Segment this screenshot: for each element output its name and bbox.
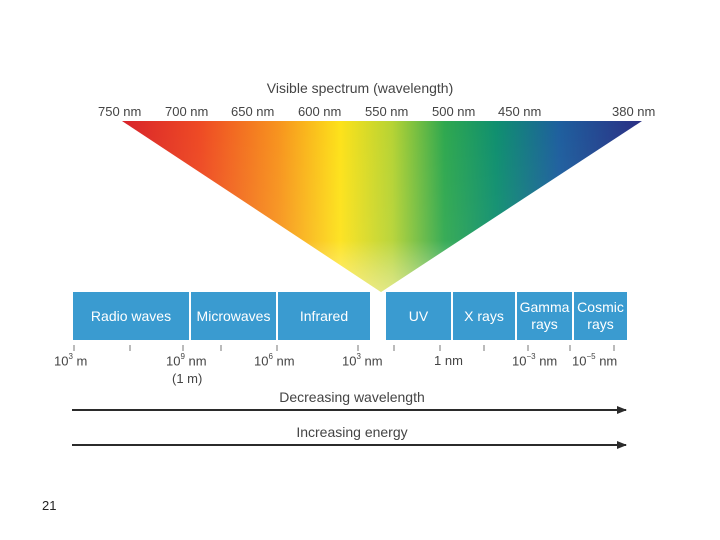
band-x-rays: X rays bbox=[453, 292, 515, 340]
scale-label: 103 m bbox=[54, 352, 88, 369]
wavelength-label: 380 nm bbox=[612, 104, 656, 119]
band-uv: UV bbox=[386, 292, 451, 340]
visible-spectrum-title: Visible spectrum (wavelength) bbox=[266, 80, 454, 96]
wavelength-label: 600 nm bbox=[298, 104, 342, 119]
wavelength-label: 550 nm bbox=[365, 104, 409, 119]
slide-number: 21 bbox=[42, 498, 57, 513]
scale-label: 106 nm bbox=[254, 352, 295, 369]
scale-ticks bbox=[73, 345, 615, 351]
scale-sub-note: (1 m) bbox=[172, 371, 203, 386]
wavelength-label: 750 nm bbox=[98, 104, 142, 119]
band-gamma-rays: Gamma rays bbox=[517, 292, 572, 340]
increasing-energy-label: Increasing energy bbox=[296, 424, 408, 440]
wavelength-label: 650 nm bbox=[231, 104, 275, 119]
scale-label: 103 nm bbox=[342, 352, 383, 369]
visible-spectrum-highlight bbox=[122, 121, 642, 292]
band-microwaves: Microwaves bbox=[191, 292, 276, 340]
wavelength-label: 700 nm bbox=[165, 104, 209, 119]
band-cosmic-rays: Cosmic rays bbox=[574, 292, 627, 340]
wavelength-label: 500 nm bbox=[432, 104, 476, 119]
scale-label: 10−3 nm bbox=[512, 352, 558, 369]
scale-label: 10−5 nm bbox=[572, 352, 618, 369]
band-radio-waves: Radio waves bbox=[73, 292, 189, 340]
band-infrared: Infrared bbox=[278, 292, 370, 340]
visible-gap bbox=[371, 292, 385, 340]
scale-label: 1 nm bbox=[434, 353, 463, 368]
decreasing-wavelength-label: Decreasing wavelength bbox=[279, 389, 425, 405]
wavelength-label: 450 nm bbox=[498, 104, 542, 119]
scale-label: 109 nm bbox=[166, 352, 207, 369]
